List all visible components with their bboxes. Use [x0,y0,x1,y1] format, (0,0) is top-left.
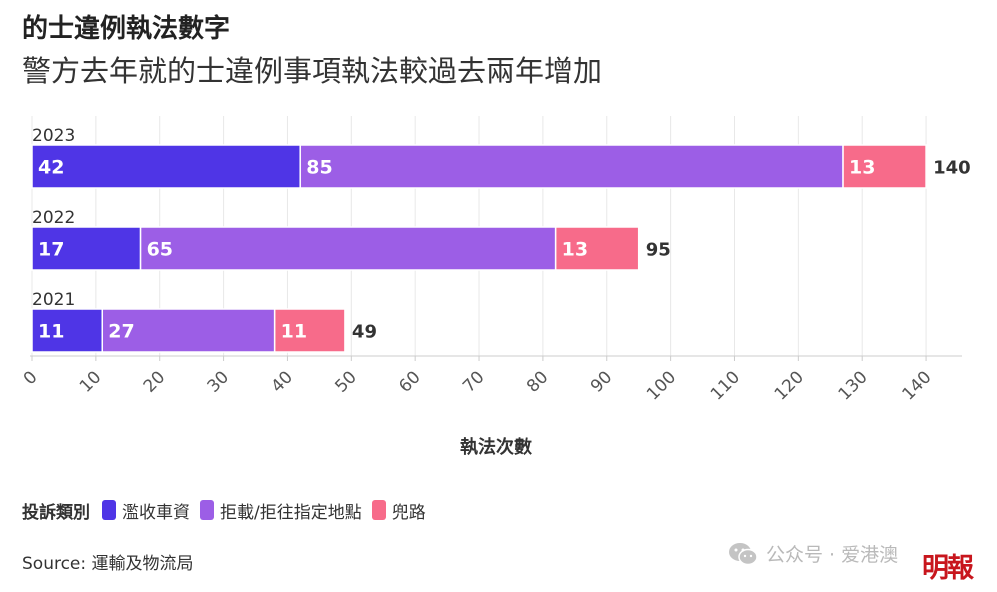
bar-segment[interactable] [554,226,640,271]
bar-total-label: 95 [646,240,671,261]
chart-title: 的士違例執法數字 [22,14,231,44]
legend-item-overcharge[interactable]: 濫收車資 [102,498,190,523]
bar-segment[interactable] [101,308,276,353]
brand-logo: 明報 [922,553,974,584]
wechat-icon [729,542,758,565]
category-label: 2023 [32,126,75,146]
legend-item-refusal[interactable]: 拒載/拒往指定地點 [200,498,362,523]
category-label: 2022 [32,208,75,228]
legend: 投訴類別 濫收車資 拒載/拒往指定地點 兜路 [22,496,436,524]
category-label: 2021 [32,290,75,310]
bar-segment[interactable] [842,144,927,189]
x-tick-label: 70 [459,367,488,396]
bars: 2023 42 85 13 140 2022 17 65 13 95 2021 11 27 11 49 [31,126,971,353]
x-tick-label: 120 [771,367,808,404]
bar-value-label: 13 [849,157,875,179]
legend-title: 投訴類別 [22,502,90,523]
x-tick-label: 40 [268,367,297,396]
x-tick-label: 10 [76,367,105,396]
watermark: 公众号 · 爱港澳 [728,540,898,567]
x-tick-label: 30 [204,367,233,396]
bar-value-label: 27 [108,321,134,343]
bar-segment[interactable] [31,144,301,189]
source-note: Source: 運輸及物流局 [22,554,194,574]
x-tick-label: 80 [523,367,552,396]
watermark-text: 公众号 · 爱港澳 [766,544,899,566]
x-tick-label: 20 [140,367,169,396]
legend-label: 拒載/拒往指定地點 [220,502,362,523]
x-tick-label: 60 [395,367,424,396]
x-tick-label: 100 [643,367,680,404]
x-axis: 0 10 20 30 40 50 60 70 80 90 100 110 120 130 140 [20,355,962,404]
bar-value-label: 11 [281,321,307,343]
bar-total-label: 49 [352,322,377,343]
bar-value-label: 42 [38,157,64,179]
x-tick-label: 140 [899,367,936,404]
bar-value-label: 11 [38,321,64,343]
legend-label: 濫收車資 [122,502,190,523]
bar-value-label: 85 [306,157,332,179]
x-tick-label: 130 [835,367,872,404]
stacked-bar-chart: 2023 42 85 13 140 2022 17 65 13 95 2021 11 27 11 49 0 1… [20,116,971,458]
legend-swatch [200,500,214,520]
bar-value-label: 17 [38,239,64,261]
x-tick-label: 50 [331,367,360,396]
legend-swatch [371,500,386,520]
bar-segment[interactable] [273,308,346,353]
x-axis-title: 執法次數 [460,436,532,458]
legend-swatch [102,500,116,520]
x-tick-label: 0 [20,367,42,389]
chart-subtitle: 警方去年就的士違例事項執法較過去兩年增加 [22,54,603,88]
legend-label: 兜路 [391,502,426,523]
bar-value-label: 65 [147,239,173,261]
bar-segment[interactable] [31,308,103,353]
bar-total-label: 140 [933,158,971,179]
bar-segment[interactable] [139,226,557,271]
x-tick-label: 90 [587,367,616,396]
legend-item-detour[interactable]: 兜路 [371,498,426,523]
bar-segment[interactable] [299,144,844,189]
x-tick-label: 110 [707,367,744,404]
bar-value-label: 13 [562,239,588,261]
